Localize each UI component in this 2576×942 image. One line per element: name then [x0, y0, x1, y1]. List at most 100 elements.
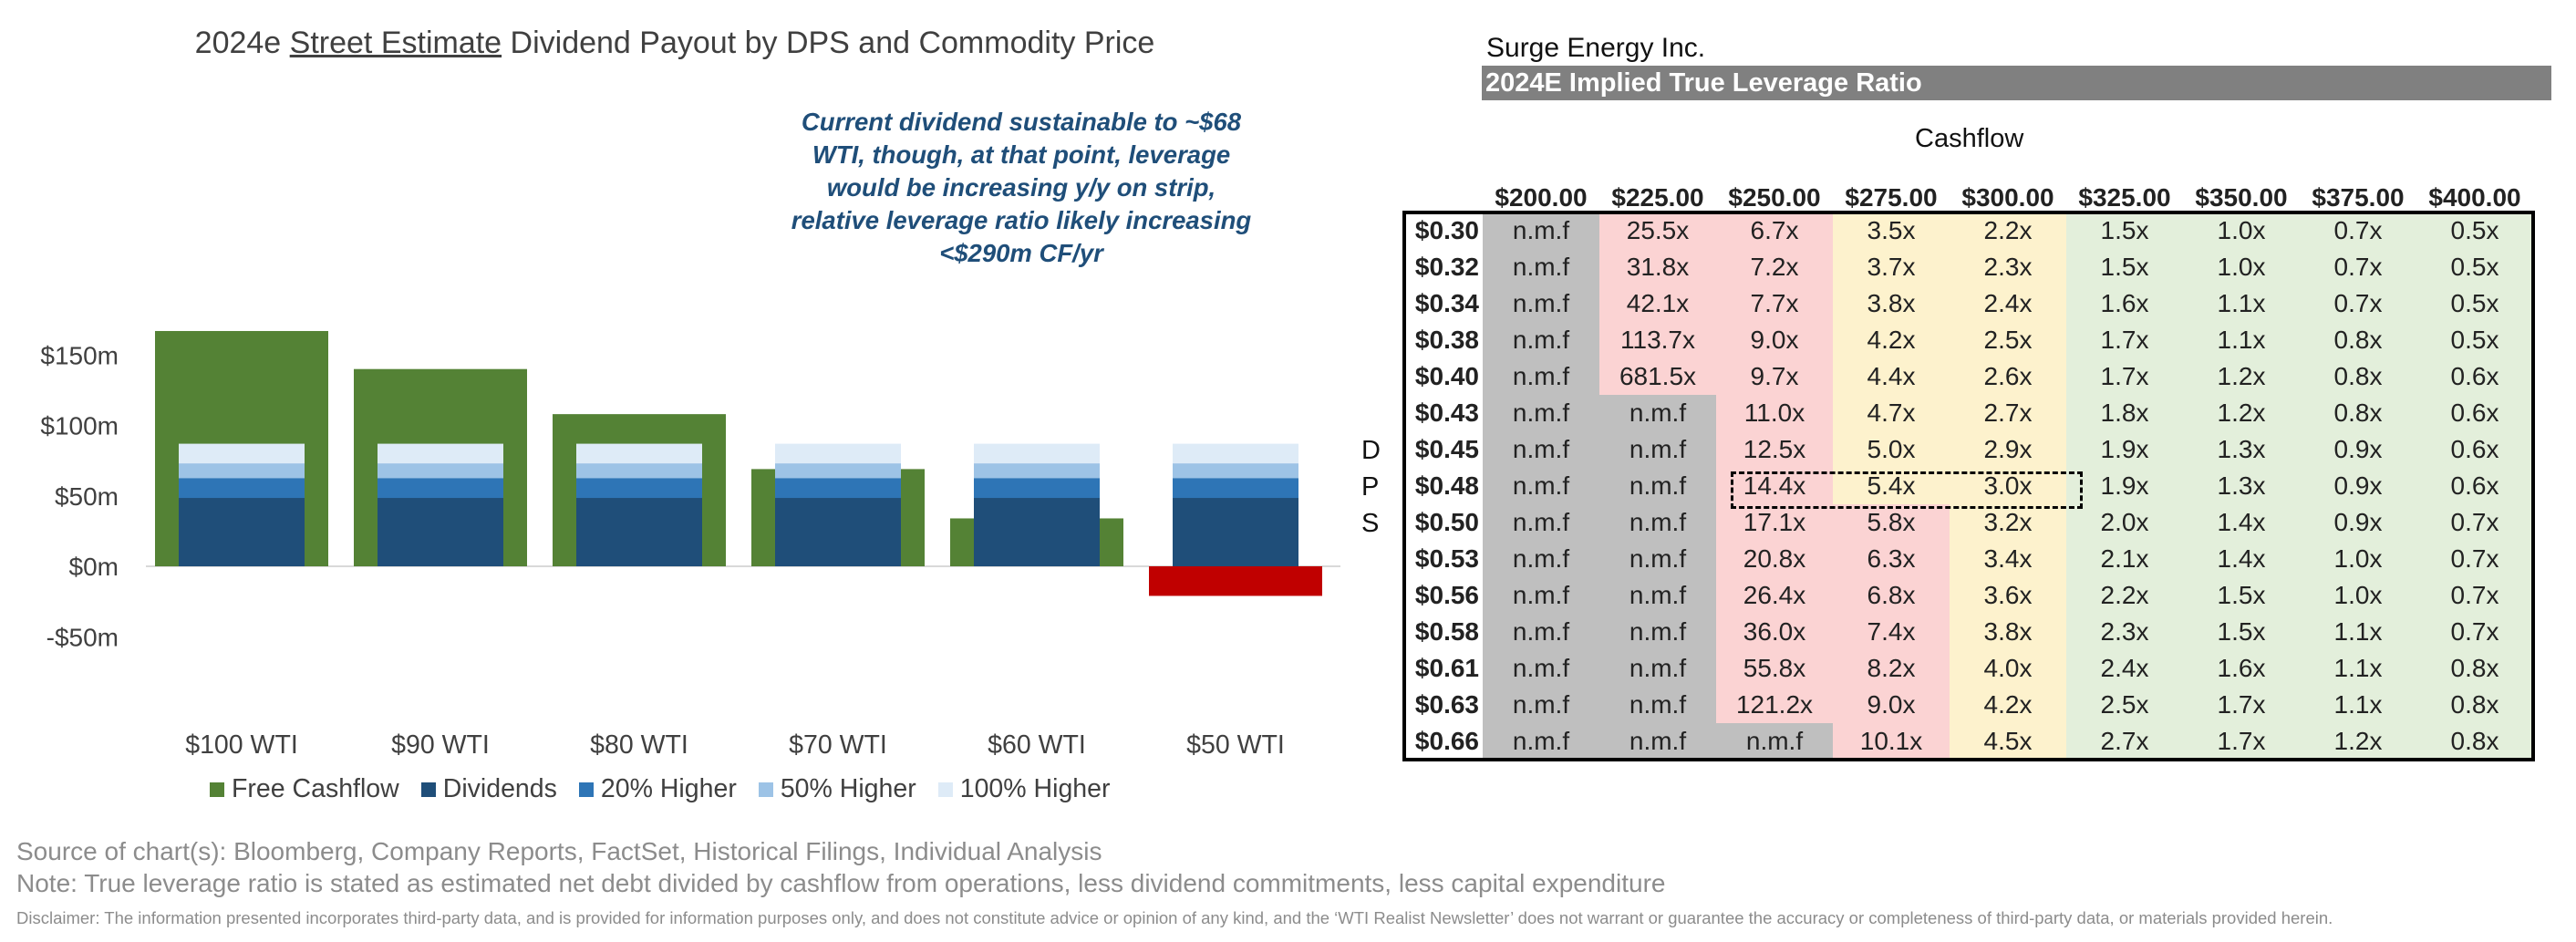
leverage-cell: n.m.f — [1599, 577, 1716, 614]
leverage-cell: 0.5x — [2416, 212, 2533, 249]
leverage-cell: 0.8x — [2300, 322, 2416, 358]
table-header-row: $200.00 $225.00 $250.00 $275.00 $300.00 $325.… — [1404, 180, 2533, 212]
y-tick-label: $50m — [55, 482, 119, 511]
leverage-cell: n.m.f — [1483, 212, 1599, 249]
bar-dividends — [1173, 498, 1298, 566]
leverage-cell: 1.5x — [2183, 577, 2300, 614]
leverage-cell: 0.7x — [2300, 249, 2416, 285]
leverage-cell: 25.5x — [1599, 212, 1716, 249]
dps-row-header: $0.34 — [1414, 289, 1479, 317]
leverage-cell: 36.0x — [1716, 614, 1833, 650]
leverage-cell: 1.4x — [2183, 541, 2300, 577]
leverage-cell: 1.5x — [2066, 212, 2183, 249]
leverage-cell: n.m.f — [1483, 322, 1599, 358]
leverage-cell: 1.0x — [2300, 577, 2416, 614]
leverage-cell: n.m.f — [1599, 614, 1716, 650]
legend-item: Dividends — [420, 774, 557, 804]
table-row: $0.50 n.m.f n.m.f 17.1x 5.8x 3.2x 2.0x 1.4x 0.9x… — [1404, 504, 2533, 541]
leverage-cell: 6.3x — [1833, 541, 1950, 577]
leverage-cell: 4.2x — [1950, 687, 2066, 723]
methodology-note: Note: True leverage ratio is stated as e… — [16, 869, 1666, 897]
leverage-cell: 1.8x — [2066, 395, 2183, 431]
leverage-cell: 1.7x — [2183, 687, 2300, 723]
x-category-label: $100 WTI — [185, 730, 298, 760]
leverage-cell: 1.9x — [2066, 431, 2183, 468]
leverage-cell: n.m.f — [1599, 468, 1716, 504]
leverage-cell: 2.2x — [1950, 212, 2066, 249]
dps-row-header: $0.66 — [1414, 727, 1479, 755]
leverage-cell: 0.7x — [2416, 541, 2533, 577]
leverage-cell: 0.8x — [2300, 358, 2416, 395]
leverage-cell: 1.1x — [2300, 614, 2416, 650]
cashflow-column-header: $250.00 — [1728, 183, 1821, 212]
dps-row-header: $0.30 — [1414, 216, 1479, 244]
legend-label: 100% Higher — [959, 774, 1111, 803]
leverage-cell: n.m.f — [1599, 504, 1716, 541]
legend-label: Free Cashflow — [232, 774, 399, 803]
leverage-cell: 1.9x — [2066, 468, 2183, 504]
leverage-cell: 0.5x — [2416, 322, 2533, 358]
table-row: $0.32 n.m.f 31.8x 7.2x 3.7x 2.3x 1.5x 1.0x 0.7x 0… — [1404, 249, 2533, 285]
chart-title: 2024e Street Estimate Dividend Payout by… — [0, 26, 1350, 61]
bar-dividends — [974, 498, 1100, 566]
leverage-cell: 0.5x — [2416, 249, 2533, 285]
leverage-cell: n.m.f — [1483, 285, 1599, 322]
leverage-cell: 0.5x — [2416, 285, 2533, 322]
chart-title-underlined: Street Estimate — [289, 26, 502, 60]
leverage-cell: 0.7x — [2416, 577, 2533, 614]
leverage-cell: 1.4x — [2183, 504, 2300, 541]
dps-row-header: $0.61 — [1414, 654, 1479, 682]
leverage-cell: 1.1x — [2300, 687, 2416, 723]
leverage-cell: n.m.f — [1483, 687, 1599, 723]
dps-row-header: $0.43 — [1414, 399, 1479, 427]
leverage-cell: 7.4x — [1833, 614, 1950, 650]
leverage-cell: n.m.f — [1483, 723, 1599, 760]
leverage-cell: n.m.f — [1483, 614, 1599, 650]
cashflow-column-header: $200.00 — [1495, 183, 1588, 212]
leverage-cell: 2.7x — [2066, 723, 2183, 760]
leverage-cell: 1.7x — [2066, 358, 2183, 395]
leverage-cell: n.m.f — [1483, 577, 1599, 614]
leverage-cell: 4.4x — [1833, 358, 1950, 395]
leverage-cell: 1.3x — [2183, 431, 2300, 468]
leverage-cell: 1.0x — [2183, 212, 2300, 249]
leverage-cell: 3.4x — [1950, 541, 2066, 577]
leverage-cell: 6.7x — [1716, 212, 1833, 249]
leverage-cell: 11.0x — [1716, 395, 1833, 431]
leverage-cell: 0.7x — [2416, 504, 2533, 541]
table-row: $0.61 n.m.f n.m.f 55.8x 8.2x 4.0x 2.4x 1.6x 1.1x… — [1404, 650, 2533, 687]
leverage-cell: 1.2x — [2183, 395, 2300, 431]
cashflow-column-header: $400.00 — [2428, 183, 2521, 212]
leverage-cell: n.m.f — [1483, 541, 1599, 577]
x-category-label: $60 WTI — [988, 730, 1086, 760]
leverage-cell: 0.6x — [2416, 395, 2533, 431]
table-row: $0.38 n.m.f 113.7x 9.0x 4.2x 2.5x 1.7x 1.1x 0.8x… — [1404, 322, 2533, 358]
table-row: $0.43 n.m.f n.m.f 11.0x 4.7x 2.7x 1.8x 1.2x 0.8x… — [1404, 395, 2533, 431]
leverage-cell: 0.8x — [2300, 395, 2416, 431]
leverage-cell: 5.4x — [1833, 468, 1950, 504]
leverage-cell: 2.3x — [2066, 614, 2183, 650]
leverage-cell: 3.6x — [1950, 577, 2066, 614]
y-tick-label: $100m — [40, 412, 119, 440]
leverage-cell: 8.2x — [1833, 650, 1950, 687]
leverage-cell: 2.4x — [2066, 650, 2183, 687]
leverage-cell: n.m.f — [1599, 395, 1716, 431]
leverage-cell: n.m.f — [1483, 395, 1599, 431]
table-row: $0.63 n.m.f n.m.f 121.2x 9.0x 4.2x 2.5x 1.7x 1.1… — [1404, 687, 2533, 723]
leverage-cell: 0.6x — [2416, 431, 2533, 468]
table-row: $0.66 n.m.f n.m.f n.m.f 10.1x 4.5x 2.7x 1.7x 1.2… — [1404, 723, 2533, 760]
leverage-cell: 1.2x — [2183, 358, 2300, 395]
cashflow-column-header: $375.00 — [2312, 183, 2405, 212]
leverage-cell: n.m.f — [1599, 723, 1716, 760]
leverage-ratio-table: $200.00 $225.00 $250.00 $275.00 $300.00 $325.… — [1402, 180, 2535, 761]
leverage-cell: 2.2x — [2066, 577, 2183, 614]
dps-row-header: $0.48 — [1414, 471, 1479, 500]
x-category-label: $50 WTI — [1186, 730, 1285, 760]
leverage-cell: 1.1x — [2183, 322, 2300, 358]
table-row: $0.56 n.m.f n.m.f 26.4x 6.8x 3.6x 2.2x 1.5x 1.0x… — [1404, 577, 2533, 614]
cashflow-column-header: $325.00 — [2078, 183, 2171, 212]
leverage-cell: n.m.f — [1483, 504, 1599, 541]
leverage-cell: 113.7x — [1599, 322, 1716, 358]
leverage-cell: n.m.f — [1483, 431, 1599, 468]
leverage-cell: 0.6x — [2416, 358, 2533, 395]
